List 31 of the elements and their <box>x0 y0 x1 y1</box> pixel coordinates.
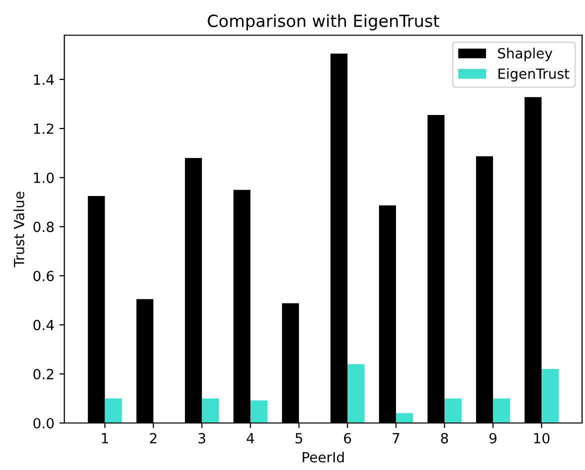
bar <box>104 398 122 423</box>
legend-label: EigenTrust <box>498 68 570 82</box>
x-axis-title: PeerId <box>302 452 344 462</box>
y-tick-label: 0.2 <box>33 368 54 380</box>
y-tick-label: 0.4 <box>33 320 54 330</box>
y-tick-label: 0.0 <box>33 418 54 428</box>
y-tick-label: 1.2 <box>34 123 54 134</box>
x-tick-label: 2 <box>150 432 156 444</box>
y-tick-label: 0.6 <box>33 270 54 282</box>
x-tick-label: 9 <box>489 432 496 444</box>
y-tick-label: 1.0 <box>34 172 54 184</box>
x-tick-label: 8 <box>441 432 448 444</box>
x-tick-label: 10 <box>534 432 550 444</box>
bar <box>542 369 559 423</box>
legend-label: Shapley <box>498 48 552 62</box>
bar <box>444 398 462 423</box>
x-tick-label: 6 <box>344 432 352 444</box>
x-tick-label: 5 <box>296 433 302 444</box>
bar <box>347 364 364 423</box>
y-tick-label: 1.4 <box>34 74 54 85</box>
chart-title: Comparison with EigenTrust <box>208 14 440 30</box>
bar <box>493 398 510 423</box>
x-tick-label: 4 <box>246 433 254 444</box>
bar <box>250 400 268 423</box>
bar <box>202 398 219 423</box>
x-tick-label: 7 <box>392 433 400 444</box>
y-axis-title: Trust Value <box>14 192 24 268</box>
y-tick-label: 0.8 <box>33 222 54 232</box>
x-tick-label: 3 <box>198 432 206 444</box>
bar <box>396 413 413 423</box>
x-tick-label: 1 <box>102 433 108 444</box>
